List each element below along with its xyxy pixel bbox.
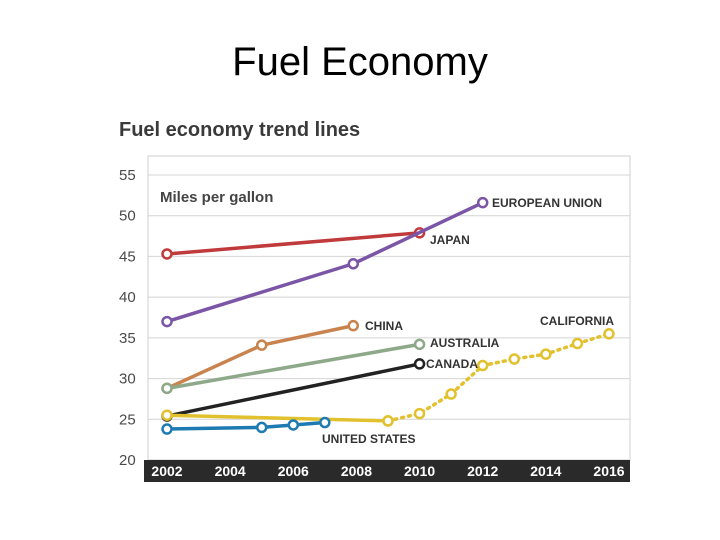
plot-area — [147, 155, 631, 461]
series-lines — [161, 196, 615, 435]
data-point — [571, 337, 584, 350]
data-point — [161, 382, 173, 395]
series-label: CALIFORNIA — [540, 314, 614, 328]
data-point — [161, 248, 173, 260]
series-label: CHINA — [365, 319, 403, 333]
data-point — [413, 338, 426, 351]
data-point — [161, 409, 173, 421]
data-point — [161, 423, 173, 435]
x-tick-label: 2014 — [530, 463, 561, 479]
series-line-5 — [165, 413, 390, 423]
x-tick-label: 2010 — [404, 463, 435, 479]
data-point — [508, 353, 521, 365]
y-tick-label: 35 — [119, 330, 136, 347]
data-point — [319, 416, 331, 429]
data-point — [476, 196, 489, 209]
series-label: EUROPEAN UNION — [492, 196, 602, 210]
series-line-0 — [165, 231, 422, 256]
y-tick-label: 25 — [119, 411, 136, 428]
data-point — [445, 388, 457, 400]
data-point — [255, 339, 268, 351]
series-label: JAPAN — [430, 233, 470, 247]
y-tick-label: 30 — [119, 371, 136, 388]
series-line-3 — [165, 342, 422, 391]
y-tick-label: 55 — [119, 167, 136, 184]
slide-title: Fuel Economy — [232, 40, 488, 84]
x-axis-bar — [144, 460, 630, 482]
y-tick-label: 20 — [119, 452, 136, 469]
data-point — [161, 315, 173, 328]
y-tick-label: 45 — [119, 248, 136, 265]
x-tick-label: 2012 — [467, 463, 498, 479]
series-labels: JAPAN EUROPEAN UNION CHINA AUSTRALIA CANADA U… — [322, 196, 614, 446]
data-point — [603, 328, 615, 340]
series-label: UNITED STATES — [322, 432, 416, 446]
data-point — [255, 421, 268, 434]
x-tick-label: 2002 — [151, 463, 182, 479]
gridlines — [147, 155, 631, 461]
data-point — [382, 415, 394, 427]
data-point — [540, 348, 552, 360]
x-tick-label: 2008 — [341, 463, 372, 479]
series-label: CANADA — [426, 357, 478, 371]
x-tick-label: 2006 — [278, 463, 309, 479]
data-point — [413, 407, 426, 420]
series-line-4 — [165, 362, 422, 418]
series-label: AUSTRALIA — [430, 336, 500, 350]
data-point — [347, 258, 360, 270]
axes: 20 25 30 35 40 45 50 55 Miles per gallon 2002 2004… — [119, 167, 630, 482]
x-tick-label: 2004 — [215, 463, 246, 479]
y-tick-label: 40 — [119, 289, 136, 306]
y-tick-label: 50 — [119, 208, 136, 225]
data-point — [347, 319, 360, 332]
chart-title: Fuel economy trend lines — [119, 119, 361, 141]
data-point — [287, 419, 300, 431]
x-tick-label: 2016 — [593, 463, 624, 479]
series-line-6 — [165, 420, 327, 431]
data-point — [413, 358, 426, 370]
y-axis-label: Miles per gallon — [160, 189, 273, 206]
data-point — [476, 359, 489, 372]
